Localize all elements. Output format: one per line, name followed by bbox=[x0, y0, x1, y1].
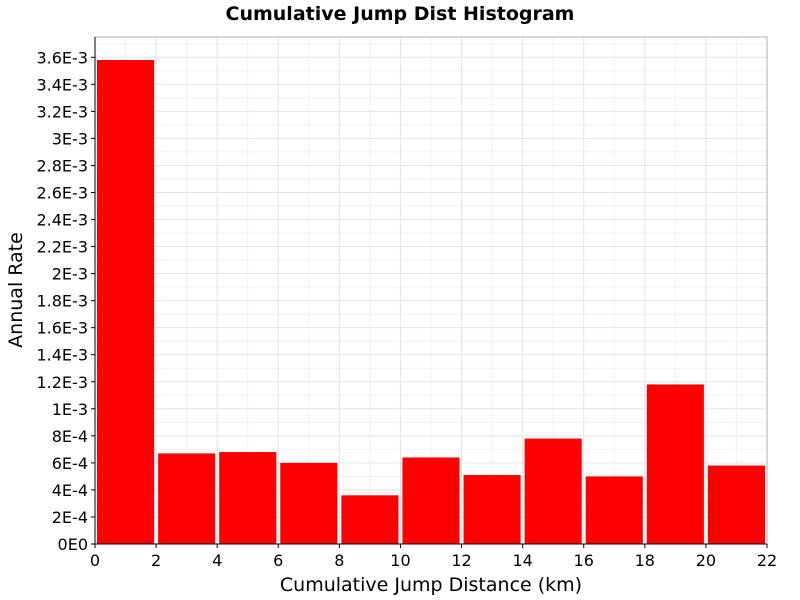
histogram-bar bbox=[524, 438, 582, 544]
y-tick-label: 3E-3 bbox=[52, 129, 88, 148]
y-tick-label: 3.6E-3 bbox=[36, 48, 88, 67]
x-tick-label: 2 bbox=[151, 551, 161, 570]
x-tick-label: 18 bbox=[635, 551, 655, 570]
y-axis-label: Annual Rate bbox=[5, 232, 27, 348]
y-tick-label: 6E-4 bbox=[52, 454, 88, 473]
chart-title: Cumulative Jump Dist Histogram bbox=[226, 3, 575, 25]
axes bbox=[94, 37, 767, 545]
histogram-bar bbox=[158, 453, 216, 544]
histogram-bar bbox=[463, 475, 521, 544]
x-tick-label: 4 bbox=[212, 551, 222, 570]
y-tick-label: 1E-3 bbox=[52, 400, 88, 419]
y-tick-label: 2.2E-3 bbox=[36, 238, 88, 257]
y-tick-label: 1.4E-3 bbox=[36, 346, 88, 365]
histogram-bar bbox=[97, 59, 155, 544]
x-tick-label: 12 bbox=[451, 551, 471, 570]
y-tick-label: 1.8E-3 bbox=[36, 292, 88, 311]
histogram-bar bbox=[280, 462, 338, 544]
histogram-bar bbox=[646, 384, 704, 544]
y-tick-label: 8E-4 bbox=[52, 427, 88, 446]
y-tick-label: 2.6E-3 bbox=[36, 183, 88, 202]
y-tick-label: 1.6E-3 bbox=[36, 319, 88, 338]
y-tick-label: 1.2E-3 bbox=[36, 373, 88, 392]
y-tick-label: 2E-3 bbox=[52, 265, 88, 284]
x-tick-label: 20 bbox=[696, 551, 716, 570]
x-tick-label: 0 bbox=[90, 551, 100, 570]
x-tick-label: 10 bbox=[390, 551, 410, 570]
x-tick-label: 16 bbox=[574, 551, 594, 570]
y-tick-label: 2.4E-3 bbox=[36, 211, 88, 230]
bars-group bbox=[97, 59, 765, 544]
x-tick-label: 22 bbox=[757, 551, 777, 570]
y-tick-label: 3.2E-3 bbox=[36, 102, 88, 121]
y-tick-label: 0E0 bbox=[58, 535, 88, 554]
x-axis-label: Cumulative Jump Distance (km) bbox=[280, 574, 582, 596]
x-tick-label: 8 bbox=[334, 551, 344, 570]
histogram-bar bbox=[585, 476, 643, 544]
histogram-bar bbox=[707, 465, 765, 544]
histogram-bar bbox=[402, 457, 460, 544]
histogram-bar bbox=[219, 452, 277, 544]
x-axis-ticks: 0 2 4 6 8 10 12 14 16 18 20 22 bbox=[90, 544, 777, 570]
y-tick-label: 4E-4 bbox=[52, 481, 88, 500]
histogram-bar bbox=[341, 495, 399, 544]
x-tick-label: 14 bbox=[512, 551, 532, 570]
y-tick-label: 3.4E-3 bbox=[36, 75, 88, 94]
y-tick-label: 2.8E-3 bbox=[36, 156, 88, 175]
y-tick-label: 2E-4 bbox=[52, 508, 88, 527]
x-tick-label: 6 bbox=[273, 551, 283, 570]
y-axis-ticks: 0E0 2E-4 4E-4 6E-4 8E-4 1E-3 1.2E-3 1.4E-3 1.6E-… bbox=[36, 48, 95, 554]
